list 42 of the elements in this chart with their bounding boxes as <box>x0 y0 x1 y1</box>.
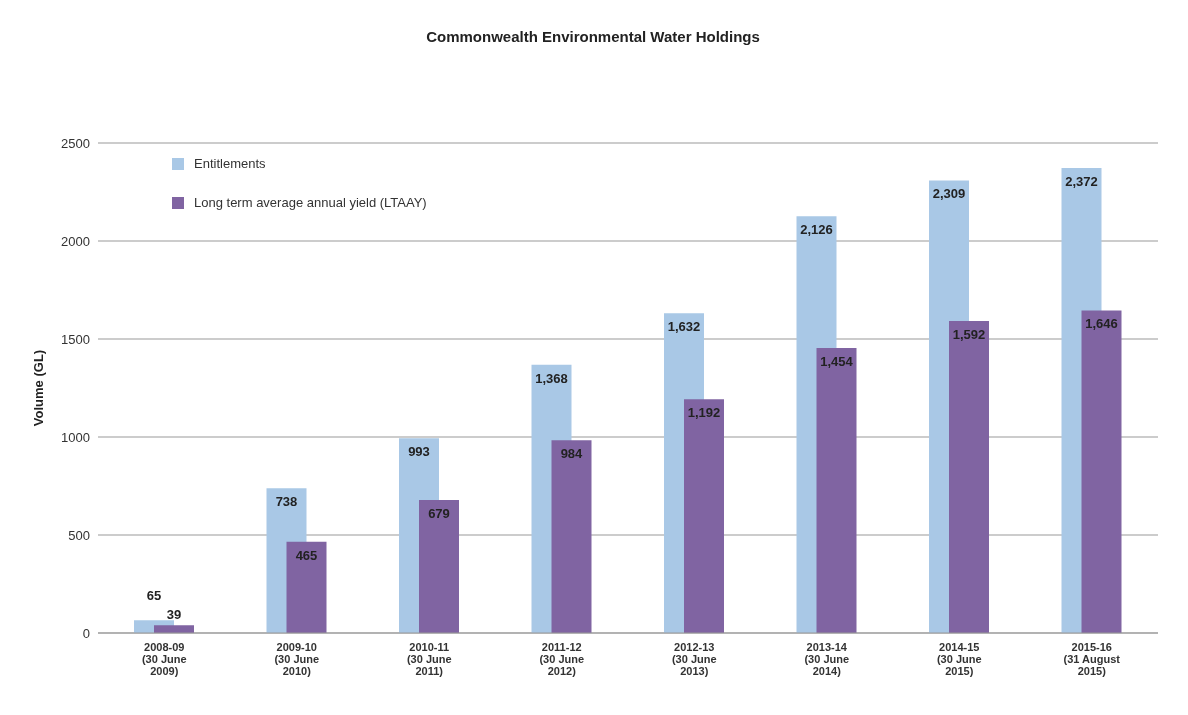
x-tick-label: 2014-15 (30 June 2015) <box>936 641 982 677</box>
y-tick-label: 2000 <box>61 233 90 249</box>
x-tick-label: 2009-10 (30 June 2010) <box>274 641 320 677</box>
data-label: 1,632 <box>667 319 701 335</box>
data-label: 679 <box>428 505 450 521</box>
data-label: 2,309 <box>932 186 966 202</box>
y-axis-title: Volume (GL) <box>30 349 46 427</box>
data-label: 1,646 <box>1085 316 1118 332</box>
data-label: 984 <box>560 446 584 462</box>
bar <box>419 499 459 633</box>
y-tick-label: 1500 <box>61 331 90 347</box>
data-label: 39 <box>166 607 182 623</box>
x-tick-label: 2013-14 (30 June 2014) <box>804 641 850 677</box>
legend-label: Long term average annual yield (LTAAY) <box>193 195 427 210</box>
data-label: 1,454 <box>820 354 854 370</box>
data-label: 465 <box>295 547 318 563</box>
legend-label: Entitlements <box>193 156 267 171</box>
bar <box>816 348 857 633</box>
data-label: 2,126 <box>800 222 833 238</box>
data-label: 1,368 <box>535 370 568 386</box>
bar <box>154 625 194 633</box>
chart-title: Commonwealth Environmental Water Holdings <box>425 28 761 45</box>
x-tick-label: 2011-12 (30 June 2012) <box>539 641 585 677</box>
bar <box>949 320 989 633</box>
x-tick-label: 2012-13 (30 June 2013) <box>671 641 717 677</box>
data-label: 738 <box>275 494 298 510</box>
bar <box>684 399 724 633</box>
data-label: 2,372 <box>1065 174 1098 190</box>
x-tick-label: 2015-16 (31 August 2015) <box>1063 641 1121 677</box>
y-tick-label: 500 <box>68 527 90 543</box>
bar <box>286 541 327 633</box>
y-tick-label: 0 <box>82 625 90 641</box>
data-label: 1,592 <box>952 326 986 342</box>
y-tick-label: 1000 <box>61 429 90 445</box>
x-tick-label: 2010-11 (30 June 2011) <box>406 641 452 677</box>
x-tick-label: 2008-09 (30 June 2009) <box>141 641 187 677</box>
bar <box>551 440 592 633</box>
data-label: 65 <box>146 588 162 604</box>
bar <box>1081 310 1122 633</box>
data-label: 1,192 <box>687 405 721 421</box>
data-label: 993 <box>408 444 430 460</box>
y-tick-label: 2500 <box>61 135 90 151</box>
